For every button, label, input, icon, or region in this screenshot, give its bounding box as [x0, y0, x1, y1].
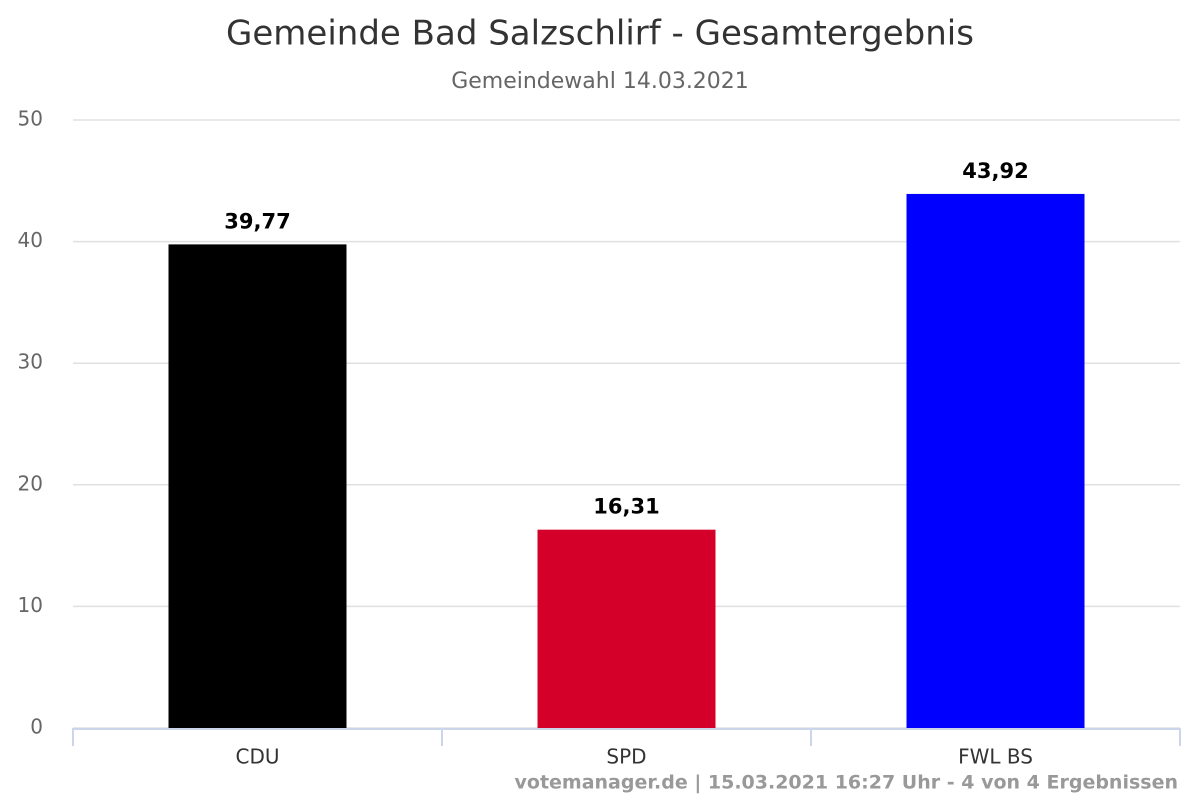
credits: votemanager.de | 15.03.2021 16:27 Uhr - …	[515, 772, 1179, 794]
x-tick-label: SPD	[606, 745, 646, 769]
x-tick-label: CDU	[235, 745, 279, 769]
bar	[906, 193, 1085, 728]
data-label: 43,92	[962, 159, 1028, 183]
chart-title: Gemeinde Bad Salzschlirf - Gesamtergebni…	[226, 14, 974, 54]
y-tick-label: 0	[30, 715, 43, 739]
y-tick-label: 30	[18, 350, 43, 374]
bar	[537, 529, 716, 728]
bar	[168, 244, 347, 729]
data-label: 16,31	[593, 495, 659, 519]
data-label: 39,77	[224, 209, 290, 233]
y-tick-label: 40	[18, 228, 43, 252]
y-tick-label: 50	[18, 107, 43, 131]
x-tick-label: FWL BS	[958, 745, 1033, 769]
y-tick-label: 20	[18, 471, 43, 495]
chart-subtitle: Gemeindewahl 14.03.2021	[451, 69, 749, 94]
y-tick-label: 10	[18, 593, 43, 617]
